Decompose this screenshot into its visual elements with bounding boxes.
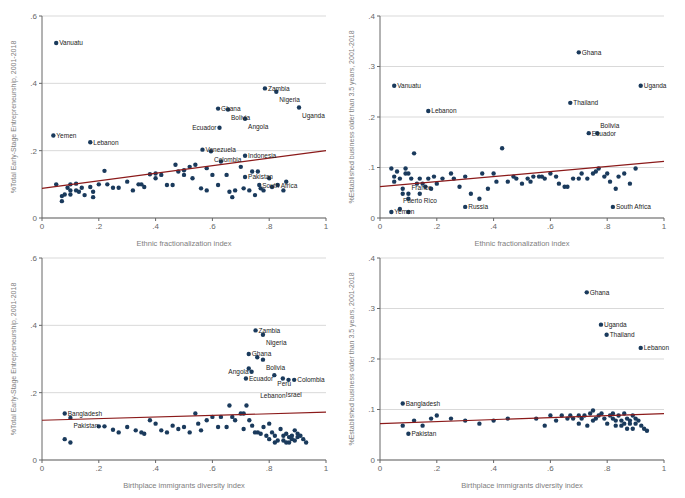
svg-text:Bangladesh: Bangladesh	[68, 410, 103, 418]
svg-text:Thailand: Thailand	[573, 99, 598, 106]
svg-text:Lebanon: Lebanon	[431, 107, 457, 114]
svg-text:Birthplace immigrants diversit: Birthplace immigrants diversity index	[461, 481, 583, 490]
svg-text:.8: .8	[604, 464, 611, 473]
svg-text:0: 0	[33, 456, 38, 465]
svg-text:Zambia: Zambia	[259, 327, 281, 334]
svg-text:Indonesia: Indonesia	[248, 152, 277, 159]
svg-text:0: 0	[33, 214, 38, 223]
svg-text:.8: .8	[266, 464, 273, 473]
svg-text:.4: .4	[30, 79, 37, 88]
svg-text:.8: .8	[266, 222, 273, 231]
svg-text:%Total Early-Stage Entrepreneu: %Total Early-Stage Entrepreneurship, 200…	[10, 41, 18, 194]
svg-text:Israel: Israel	[286, 391, 302, 398]
svg-text:Bangladesh: Bangladesh	[406, 400, 441, 408]
svg-text:Birthplace immigrants diversit: Birthplace immigrants diversity index	[123, 481, 245, 490]
svg-text:%Total Early-Stage Entrepreneu: %Total Early-Stage Entrepreneurship, 200…	[10, 283, 18, 436]
svg-text:Uganda: Uganda	[644, 82, 667, 90]
svg-text:.3: .3	[368, 62, 375, 71]
svg-text:.6: .6	[30, 12, 37, 21]
svg-text:0: 0	[371, 456, 376, 465]
svg-text:Lebanon: Lebanon	[93, 139, 119, 146]
svg-text:Ghana: Ghana	[252, 350, 272, 357]
svg-text:1: 1	[324, 222, 329, 231]
svg-text:Pakistan: Pakistan	[73, 422, 98, 429]
svg-text:.4: .4	[490, 222, 497, 231]
svg-text:0: 0	[40, 222, 45, 231]
svg-text:.4: .4	[30, 321, 37, 330]
svg-text:Zambia: Zambia	[268, 85, 290, 92]
svg-text:Ethnic fractionalization index: Ethnic fractionalization index	[474, 239, 569, 248]
svg-text:Colombia: Colombia	[214, 156, 242, 163]
svg-text:.4: .4	[152, 222, 159, 231]
svg-text:.6: .6	[209, 464, 216, 473]
svg-text:1: 1	[662, 222, 667, 231]
svg-text:Bolivia: Bolivia	[600, 122, 620, 129]
svg-text:Peru: Peru	[277, 380, 291, 387]
svg-text:Puerto Rico: Puerto Rico	[403, 197, 437, 204]
svg-text:.2: .2	[433, 464, 440, 473]
svg-text:Uganda: Uganda	[302, 112, 325, 120]
svg-text:.4: .4	[490, 464, 497, 473]
svg-text:.3: .3	[368, 304, 375, 313]
svg-text:.4: .4	[368, 12, 375, 21]
svg-text:.2: .2	[368, 355, 375, 364]
svg-text:Ecuador: Ecuador	[249, 375, 274, 382]
svg-text:.4: .4	[152, 464, 159, 473]
svg-text:0: 0	[371, 214, 376, 223]
svg-text:.1: .1	[368, 405, 375, 414]
svg-text:Nigeria: Nigeria	[279, 96, 300, 104]
svg-text:.2: .2	[433, 222, 440, 231]
svg-text:Pakistan: Pakistan	[248, 173, 273, 180]
svg-text:%Established business older th: %Established business older than 3.5 yea…	[348, 272, 356, 445]
svg-text:.2: .2	[30, 147, 37, 156]
svg-text:Lebanon: Lebanon	[644, 344, 670, 351]
svg-text:.2: .2	[95, 222, 102, 231]
svg-text:Ghana: Ghana	[221, 105, 241, 112]
svg-text:France: France	[411, 184, 432, 191]
svg-text:Yemen: Yemen	[394, 208, 414, 215]
svg-text:Ecuador: Ecuador	[592, 130, 617, 137]
svg-text:Angola: Angola	[248, 123, 269, 131]
svg-text:Venezuela: Venezuela	[205, 146, 236, 153]
svg-text:Ethnic fractionalization index: Ethnic fractionalization index	[136, 239, 231, 248]
svg-text:Nigeria: Nigeria	[266, 339, 287, 347]
svg-text:Ghana: Ghana	[590, 289, 610, 296]
svg-text:Pakistan: Pakistan	[411, 430, 436, 437]
svg-text:Yemen: Yemen	[56, 132, 76, 139]
svg-text:Lebanon: Lebanon	[260, 392, 286, 399]
svg-text:Thailand: Thailand	[610, 331, 635, 338]
svg-text:Colombia: Colombia	[297, 376, 325, 383]
svg-text:1: 1	[324, 464, 329, 473]
svg-text:Russia: Russia	[468, 203, 488, 210]
svg-text:1: 1	[662, 464, 667, 473]
svg-text:Uganda: Uganda	[604, 321, 627, 329]
svg-text:.2: .2	[30, 389, 37, 398]
svg-text:%Established business older th: %Established business older than 3.5 yea…	[348, 30, 356, 203]
svg-text:.6: .6	[209, 222, 216, 231]
svg-text:.6: .6	[30, 254, 37, 263]
svg-text:Bolivia: Bolivia	[266, 364, 286, 371]
svg-text:Vanuatu: Vanuatu	[397, 82, 421, 89]
svg-text:Ecuador: Ecuador	[192, 124, 217, 131]
svg-text:0: 0	[40, 464, 45, 473]
svg-text:.4: .4	[368, 254, 375, 263]
svg-text:Angola: Angola	[228, 368, 249, 376]
svg-text:.6: .6	[547, 222, 554, 231]
svg-text:0: 0	[378, 222, 383, 231]
svg-text:Vanuatu: Vanuatu	[59, 39, 83, 46]
svg-text:.2: .2	[95, 464, 102, 473]
svg-text:Bolivia: Bolivia	[231, 114, 251, 121]
svg-text:.2: .2	[368, 113, 375, 122]
svg-text:.6: .6	[547, 464, 554, 473]
svg-text:.1: .1	[368, 163, 375, 172]
svg-text:Ghana: Ghana	[582, 49, 602, 56]
svg-text:0: 0	[378, 464, 383, 473]
svg-text:South Africa: South Africa	[616, 203, 651, 210]
svg-text:South Africa: South Africa	[262, 182, 297, 189]
svg-text:.8: .8	[604, 222, 611, 231]
